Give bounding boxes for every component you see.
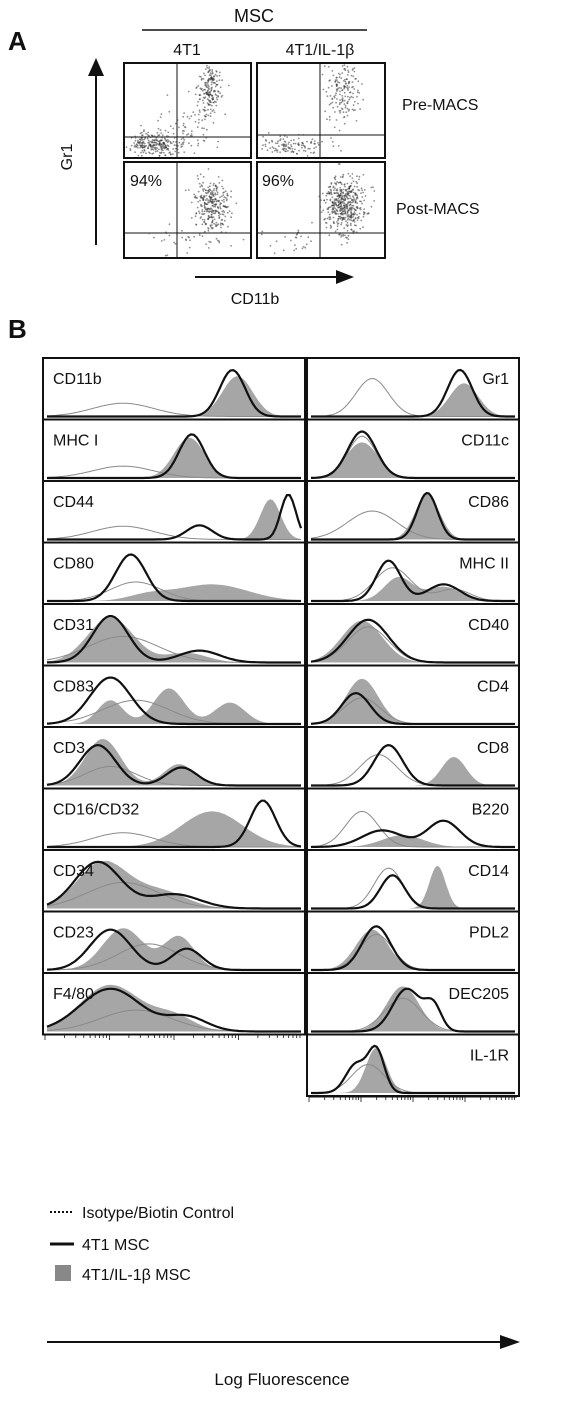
- histogram-panel: CD4: [306, 664, 520, 728]
- histogram-panel: CD80: [42, 541, 306, 605]
- dotplot-4t1-il1b-pre: [256, 62, 386, 159]
- histogram-marker-label: CD3: [53, 740, 85, 757]
- column-label-4t1-il1b: 4T1/IL-1β: [286, 42, 355, 59]
- panel-a-letter: A: [8, 26, 27, 56]
- histogram-panel: MHC II: [306, 541, 520, 605]
- log-axis-ticks: [44, 1034, 517, 1102]
- histogram-panel: DEC205: [306, 972, 520, 1036]
- histogram-panel: CD31: [42, 603, 306, 667]
- row-label-pre-macs: Pre-MACS: [402, 97, 478, 114]
- histogram-panel: PDL2: [306, 910, 520, 974]
- histogram-panel: Gr1: [306, 357, 520, 421]
- histogram-panel: CD3: [42, 726, 306, 790]
- histogram-marker-label: CD31: [53, 617, 94, 634]
- histogram-marker-label: CD34: [53, 863, 94, 880]
- histogram-marker-label: CD80: [53, 556, 94, 573]
- log-fluorescence-arrowhead: [500, 1335, 520, 1349]
- histogram-marker-label: CD14: [468, 863, 509, 880]
- histogram-panel: CD8: [306, 726, 520, 790]
- histogram-marker-label: CD44: [53, 494, 94, 511]
- histogram-panel: CD83: [42, 664, 306, 728]
- histogram-panel: IL-1R: [306, 1033, 520, 1097]
- histogram-panel: MHC I: [42, 418, 306, 482]
- histogram-column-right: Gr1 CD11c CD86 MHC II CD40 CD4 CD8 B220 CD14 PDL2…: [306, 357, 520, 1097]
- histogram-marker-label: DEC205: [449, 986, 510, 1003]
- histogram-marker-label: CD16/CD32: [53, 802, 139, 819]
- cd11b-axis-label: CD11b: [231, 291, 280, 308]
- histogram-marker-label: CD11b: [53, 371, 102, 388]
- histogram-marker-label: PDL2: [469, 925, 509, 942]
- histogram-panel: CD16/CD32: [42, 787, 306, 851]
- dotplot-4t1-pre: [123, 62, 252, 159]
- histogram-panel: CD14: [306, 849, 520, 913]
- dotplot-4t1-il1b-post: [256, 161, 386, 259]
- histogram-panel: CD34: [42, 849, 306, 913]
- histogram-marker-label: Gr1: [482, 371, 509, 388]
- histogram-marker-label: CD4: [477, 679, 509, 696]
- percent-4t1: 94%: [130, 173, 162, 190]
- cd11b-arrowhead: [336, 270, 354, 284]
- legend-label-4t1-il1b: 4T1/IL-1β MSC: [82, 1267, 191, 1284]
- legend-label-4t1: 4T1 MSC: [82, 1237, 150, 1254]
- histogram-column-left: CD11b MHC I CD44 CD80 CD31 CD83 CD3 CD16/CD32 CD…: [42, 357, 306, 1036]
- histogram-panel: CD44: [42, 480, 306, 544]
- histogram-marker-label: CD23: [53, 925, 94, 942]
- percent-4t1-il1b: 96%: [262, 173, 294, 190]
- log-fluorescence-label: Log Fluorescence: [214, 1370, 349, 1389]
- panel-b-letter: B: [8, 314, 27, 344]
- legend-filled-swatch: [55, 1265, 71, 1281]
- histogram-marker-label: MHC I: [53, 433, 98, 450]
- histogram-marker-label: CD86: [468, 494, 509, 511]
- histogram-marker-label: CD40: [468, 617, 509, 634]
- histogram-panel: CD40: [306, 603, 520, 667]
- legend-label-control: Isotype/Biotin Control: [82, 1205, 234, 1222]
- histogram-panel: F4/80: [42, 972, 306, 1036]
- histogram-panel: CD11b: [42, 357, 306, 421]
- msc-header: MSC: [234, 6, 274, 26]
- gr1-axis-label: Gr1: [59, 144, 76, 171]
- histogram-marker-label: F4/80: [53, 986, 94, 1003]
- legend: Isotype/Biotin Control 4T1 MSC 4T1/IL-1β…: [50, 1205, 234, 1284]
- histogram-panel: B220: [306, 787, 520, 851]
- histogram-marker-label: CD8: [477, 740, 509, 757]
- dotplot-4t1-post: [123, 161, 252, 259]
- histogram-panel: CD86: [306, 480, 520, 544]
- gr1-arrowhead: [88, 58, 104, 76]
- histogram-panel: CD23: [42, 910, 306, 974]
- histogram-marker-label: IL-1R: [470, 1048, 509, 1065]
- histogram-marker-label: MHC II: [459, 556, 509, 573]
- row-label-post-macs: Post-MACS: [396, 201, 480, 218]
- column-label-4t1: 4T1: [173, 42, 201, 59]
- histogram-panel: CD11c: [306, 418, 520, 482]
- histogram-marker-label: CD11c: [461, 433, 509, 450]
- histogram-marker-label: B220: [472, 802, 509, 819]
- histogram-marker-label: CD83: [53, 679, 94, 696]
